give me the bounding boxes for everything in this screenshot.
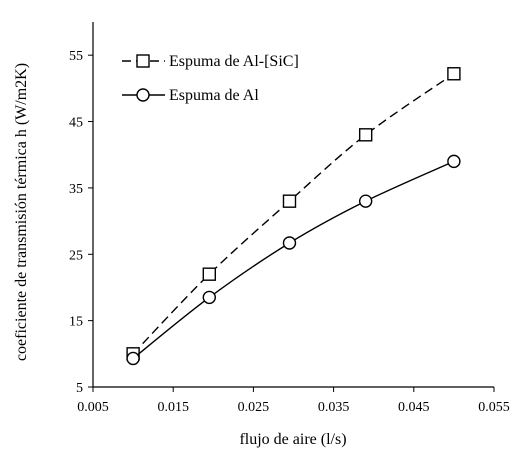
x-tick-label: 0.005 (77, 400, 109, 415)
legend-marker (136, 54, 150, 68)
x-tick-label: 0.045 (398, 400, 430, 415)
axes: 0.005 0.015 0.025 0.035 0.045 0.055 5 15 25 35 45 5… (69, 22, 510, 415)
data-point (447, 154, 461, 169)
data-point (282, 236, 297, 250)
y-tick-label: 25 (69, 248, 83, 263)
data-point (282, 194, 297, 208)
legend-marker (136, 88, 150, 102)
y-axis-title: coeficiente de transmisión térmica h (W/… (13, 63, 30, 361)
y-tick-label: 5 (76, 381, 83, 396)
series-layer (126, 67, 461, 366)
y-tick-label: 35 (69, 182, 83, 197)
data-point (358, 128, 373, 142)
data-point (202, 290, 216, 305)
legend-label: Espuma de Al (169, 87, 259, 104)
series-line (132, 160, 455, 360)
x-axis-title: flujo de aire (l/s) (239, 431, 346, 448)
series-line (132, 73, 455, 355)
x-tick-label: 0.015 (157, 400, 189, 415)
y-tick-label: 55 (69, 49, 83, 64)
legend-label: Espuma de Al-[SiC] (169, 53, 299, 70)
data-point (202, 267, 216, 281)
data-point (447, 67, 461, 81)
legend: Espuma de Al-[SiC] Espuma de Al (122, 53, 299, 104)
data-point (358, 194, 373, 208)
series-2 (126, 154, 461, 366)
x-tick-label: 0.035 (318, 400, 350, 415)
x-tick-label: 0.025 (238, 400, 270, 415)
y-tick-label: 15 (69, 315, 83, 330)
y-tick-label: 45 (69, 116, 83, 131)
series-1 (126, 67, 461, 361)
data-point (126, 351, 140, 366)
x-tick-label: 0.055 (478, 400, 510, 415)
